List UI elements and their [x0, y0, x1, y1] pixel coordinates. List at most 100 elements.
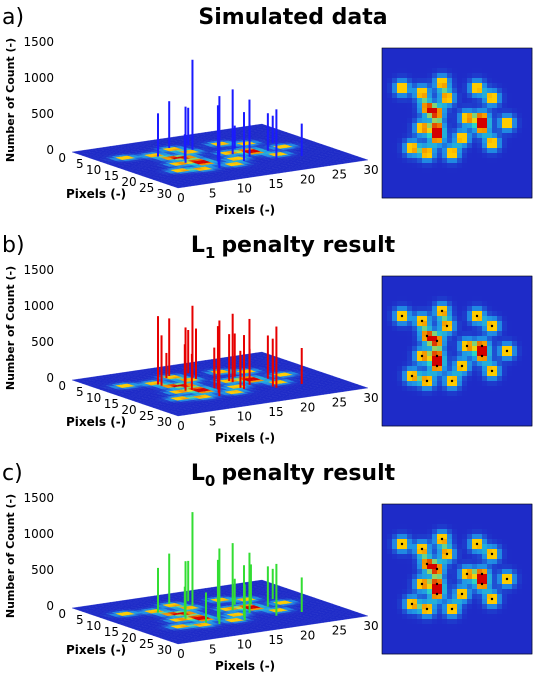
heatmap-cell [437, 401, 443, 407]
heatmap-cell [392, 113, 398, 119]
heatmap-cell [517, 411, 523, 417]
heatmap-cell [397, 286, 403, 292]
heatmap-cell [412, 78, 418, 84]
heatmap-cell [472, 406, 478, 412]
heatmap-cell [417, 291, 423, 297]
peak-marker [420, 354, 424, 358]
heatmap-cell [457, 158, 463, 164]
heatmap-cell [417, 619, 423, 625]
heatmap-cell [437, 98, 443, 104]
heatmap-cell [472, 83, 478, 89]
heatmap-cell [447, 158, 453, 164]
heatmap-cell [382, 589, 388, 595]
heatmap-cell [422, 396, 428, 402]
heatmap-cell [382, 306, 388, 312]
peak-marker [490, 369, 494, 373]
heatmap-cell [467, 351, 473, 357]
x-tick-label: 10 [237, 638, 252, 652]
heatmap-cell [422, 634, 428, 640]
heatmap-cell [437, 133, 443, 139]
heatmap-cell [402, 391, 408, 397]
heatmap-cell [397, 143, 403, 149]
heatmap-border [381, 47, 533, 199]
heatmap-cell [397, 153, 403, 159]
heatmap-cell [422, 53, 428, 59]
heatmap-cell [422, 599, 428, 605]
heatmap-cell [402, 519, 408, 525]
panel-title: Simulated data [198, 5, 387, 30]
x-tick-label: 5 [209, 186, 217, 200]
heatmap-cell [437, 346, 443, 352]
heatmap-cell [397, 554, 403, 560]
heatmap-cell [472, 281, 478, 287]
heatmap-cell [402, 341, 408, 347]
peak-marker [480, 354, 484, 358]
heatmap-cell [412, 68, 418, 74]
heatmap-cell [442, 118, 448, 124]
heatmap-cell [437, 416, 443, 422]
heatmap-cell [432, 316, 438, 322]
heatmap-cell [407, 371, 413, 377]
heatmap-cell [412, 534, 418, 540]
heatmap-cell [407, 584, 413, 590]
heatmap-cell [477, 48, 483, 54]
heatmap-cell [387, 158, 393, 164]
heatmap-cell [512, 376, 518, 382]
heatmap-cell [437, 371, 443, 377]
heatmap-cell [472, 153, 478, 159]
heatmap-cell [447, 386, 453, 392]
heatmap-cell [442, 391, 448, 397]
heatmap-cell [457, 113, 463, 119]
heatmap-cell [467, 356, 473, 362]
heatmap-cell [427, 168, 433, 174]
heatmap-cell [472, 168, 478, 174]
heatmap-cell [432, 321, 438, 327]
heatmap-cell [402, 133, 408, 139]
heatmap-cell [412, 574, 418, 580]
heatmap-cell [452, 306, 458, 312]
heatmap-cell [522, 88, 528, 94]
heatmap-cell [387, 296, 393, 302]
heatmap-cell [472, 178, 478, 184]
heatmap-cell [407, 346, 413, 352]
heatmap-cell [517, 63, 523, 69]
heatmap-cell [522, 113, 528, 119]
heatmap-cell [402, 301, 408, 307]
panel-letter: b) [2, 233, 25, 258]
heatmap-cell [422, 301, 428, 307]
heatmap-cell [442, 366, 448, 372]
heatmap-cell [387, 153, 393, 159]
heatmap-cell [427, 58, 433, 64]
heatmap-cell [387, 519, 393, 525]
heatmap-cell [527, 148, 533, 154]
heatmap-cell [527, 386, 533, 392]
heatmap-cell [457, 103, 463, 109]
heatmap-cell [522, 316, 528, 322]
heatmap-cell [512, 98, 518, 104]
heatmap-cell [467, 396, 473, 402]
heatmap-cell [507, 103, 513, 109]
heatmap-cell [432, 138, 438, 144]
stems [157, 305, 303, 397]
heatmap-cell [392, 529, 398, 535]
heatmap-cell [417, 301, 423, 307]
heatmap-cell [522, 351, 528, 357]
heatmap-cell [452, 143, 458, 149]
heatmap-cell [397, 564, 403, 570]
heatmap-cell [507, 158, 513, 164]
heatmap-cell [427, 306, 433, 312]
heatmap-cell [457, 336, 463, 342]
heatmap-cell [382, 401, 388, 407]
heatmap-cell [472, 416, 478, 422]
heatmap-cell [507, 63, 513, 69]
heatmap-cell [502, 83, 508, 89]
heatmap-cell [467, 371, 473, 377]
heatmap-cell [427, 421, 433, 427]
heatmap-cell [437, 376, 443, 382]
heatmap-cell [512, 53, 518, 59]
heatmap-cell [397, 73, 403, 79]
heatmap-cell [477, 336, 483, 342]
heatmap-cell [392, 361, 398, 367]
heatmap-cell [477, 63, 483, 69]
heatmap-cell [397, 331, 403, 337]
